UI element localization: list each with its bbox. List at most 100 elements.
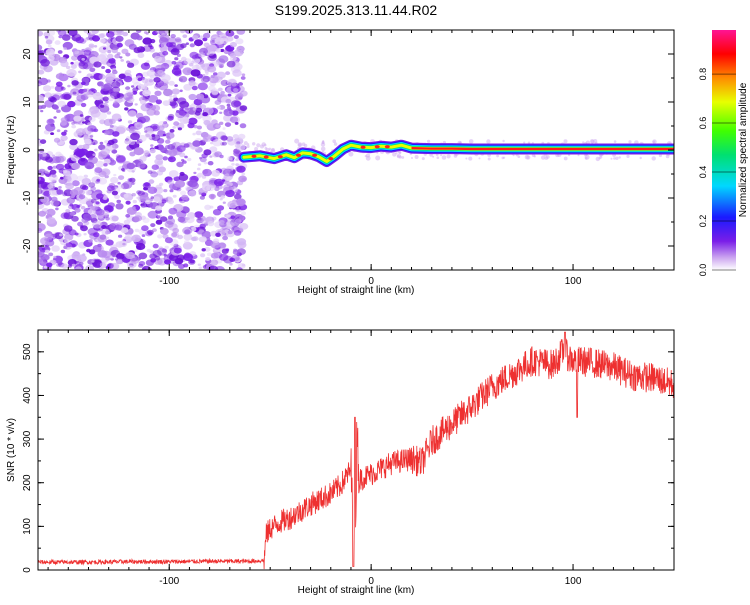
noise-speckle — [169, 189, 174, 193]
noise-speckle — [100, 257, 109, 264]
noise-speckle — [55, 207, 59, 211]
noise-speckle — [103, 158, 111, 164]
noise-speckle — [184, 155, 188, 159]
noise-speckle — [51, 245, 60, 252]
noise-speckle — [136, 30, 142, 33]
noise-speckle — [111, 113, 122, 121]
snr-x-ticks: -100 0 100 — [47, 330, 675, 587]
signal-halo-speckle — [453, 154, 458, 158]
y-tick-label: -10 — [22, 190, 33, 205]
noise-speckle — [229, 257, 236, 262]
noise-speckle — [38, 148, 45, 153]
noise-speckle — [71, 263, 76, 267]
signal-halo-speckle — [595, 156, 600, 162]
signal-halo-speckle — [658, 153, 663, 158]
noise-speckle — [75, 149, 86, 158]
signal-halo-speckle — [563, 156, 568, 161]
noise-speckle — [91, 260, 95, 263]
noise-speckle — [209, 146, 218, 153]
noise-speckle — [101, 66, 106, 69]
noise-speckle — [92, 220, 103, 229]
noise-speckle — [38, 210, 47, 217]
noise-speckle — [172, 227, 180, 234]
noise-speckle — [226, 136, 234, 142]
signal-peak-blob — [374, 145, 380, 149]
signal-halo-speckle — [593, 139, 598, 144]
noise-speckle — [83, 30, 91, 34]
noise-speckle — [66, 197, 76, 204]
noise-speckle — [190, 69, 201, 77]
noise-speckle — [122, 242, 126, 246]
noise-speckle — [220, 195, 226, 199]
noise-speckle — [60, 93, 68, 100]
noise-speckle — [93, 232, 100, 238]
noise-speckle — [97, 234, 108, 243]
noise-speckle — [107, 95, 115, 102]
noise-speckle — [49, 97, 57, 103]
noise-speckle — [131, 234, 142, 243]
noise-speckle — [224, 122, 232, 127]
noise-speckle — [181, 194, 189, 201]
noise-speckle — [151, 164, 159, 170]
noise-speckle — [108, 57, 116, 64]
noise-speckle — [104, 140, 109, 144]
noise-speckle — [157, 69, 164, 75]
signal-halo-speckle — [577, 154, 580, 157]
noise-speckle — [183, 253, 194, 261]
noise-speckle — [121, 48, 129, 54]
noise-speckle — [59, 233, 63, 237]
noise-speckle — [189, 51, 199, 59]
noise-speckle — [234, 121, 239, 125]
noise-speckle — [198, 52, 206, 58]
noise-speckle — [95, 208, 105, 216]
signal-halo-speckle — [436, 156, 440, 159]
noise-speckle — [69, 138, 78, 146]
noise-speckle — [142, 71, 149, 77]
colorbar-tick-label: 0.6 — [698, 117, 708, 130]
noise-speckle — [173, 121, 180, 126]
signal-halo-speckle — [465, 157, 468, 160]
noise-speckle — [126, 207, 137, 215]
noise-speckle — [82, 88, 92, 96]
noise-speckle — [163, 189, 168, 193]
noise-speckle — [158, 82, 169, 91]
noise-speckle — [115, 241, 124, 248]
noise-speckle — [205, 257, 211, 261]
signal-halo-speckle — [651, 156, 656, 161]
noise-speckle — [158, 166, 166, 173]
signal-halo-speckle — [409, 153, 412, 156]
x-tick-label: 100 — [565, 576, 582, 587]
noise-speckle — [164, 176, 173, 183]
noise-speckle — [54, 40, 61, 45]
noise-region — [38, 30, 249, 270]
noise-speckle — [197, 82, 208, 91]
noise-speckle — [202, 168, 212, 177]
noise-speckle — [241, 73, 246, 77]
noise-speckle — [38, 30, 44, 37]
noise-speckle — [155, 154, 164, 161]
noise-speckle — [78, 194, 86, 200]
noise-speckle — [240, 76, 246, 80]
noise-speckle — [136, 141, 140, 144]
noise-speckle — [115, 203, 124, 210]
signal-halo-speckle — [432, 155, 435, 158]
noise-speckle — [203, 161, 208, 165]
noise-speckle — [215, 232, 221, 237]
noise-speckle — [164, 220, 174, 228]
noise-speckle — [179, 89, 183, 93]
noise-speckle — [225, 71, 231, 76]
noise-speckle — [84, 138, 92, 145]
noise-speckle — [38, 105, 43, 110]
noise-speckle — [185, 216, 195, 224]
noise-speckle — [38, 228, 43, 233]
noise-speckle — [80, 158, 86, 162]
noise-speckle — [167, 181, 172, 185]
noise-speckle — [142, 37, 153, 45]
noise-speckle — [105, 230, 110, 235]
noise-speckle — [202, 184, 211, 192]
noise-speckle — [63, 47, 67, 50]
noise-speckle — [78, 70, 82, 74]
noise-speckle — [187, 179, 198, 188]
y-tick-label: -20 — [22, 238, 33, 253]
noise-speckle — [167, 115, 174, 121]
